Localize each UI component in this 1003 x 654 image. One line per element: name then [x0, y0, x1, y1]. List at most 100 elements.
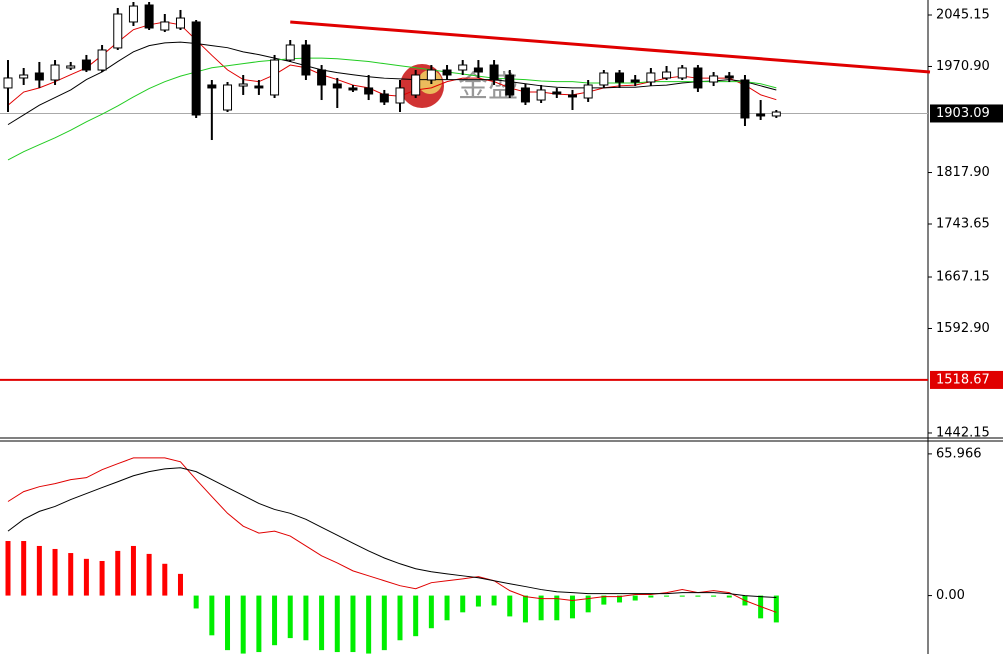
histogram-bar [256, 595, 262, 653]
candle-body [552, 91, 562, 95]
histogram-bar [679, 595, 685, 597]
histogram-bar [554, 595, 560, 621]
candle-body [348, 87, 358, 91]
candle-body [364, 87, 374, 95]
histogram-bar [334, 595, 340, 653]
histogram-bar [711, 595, 717, 597]
candle-body [144, 4, 154, 29]
logo-inner [418, 70, 442, 94]
histogram-bar [726, 595, 732, 598]
candle-body [66, 65, 76, 69]
candle-body [583, 84, 593, 99]
histogram-bar [585, 595, 591, 613]
histogram-bar [21, 541, 27, 596]
histogram-bar [5, 541, 11, 596]
candle-body [207, 84, 217, 89]
candle-body [426, 69, 436, 81]
candle-body [473, 67, 483, 73]
candle-body [756, 113, 766, 117]
candle-body [50, 64, 60, 81]
histogram-bar [397, 595, 403, 641]
histogram-bar [632, 595, 638, 601]
histogram-bar [381, 595, 387, 651]
histogram-bar [162, 563, 168, 596]
histogram-bar [522, 595, 528, 623]
histogram-bar [68, 553, 74, 596]
histogram-bar [617, 595, 623, 603]
candle-body [81, 59, 91, 71]
histogram-bar [475, 595, 481, 607]
candle-body [3, 77, 13, 89]
histogram-bar [52, 548, 58, 596]
y-tick-label: 1667.15 [936, 270, 990, 285]
histogram-bar [366, 595, 372, 654]
histogram-bar [648, 595, 654, 598]
histogram-bar [773, 595, 779, 623]
candle-body [520, 87, 530, 103]
y-tick-label: 1743.65 [936, 216, 990, 231]
candle-body [270, 59, 280, 96]
histogram-bar [319, 595, 325, 651]
level-label: 1518.67 [936, 372, 990, 387]
candle-body [34, 72, 44, 81]
candle-body [301, 44, 311, 76]
histogram-bar [350, 595, 356, 653]
line-series [7, 41, 777, 126]
y-tick-label: 65.966 [936, 446, 982, 461]
candle-body [332, 83, 342, 89]
y-tick-label: 1817.90 [936, 165, 990, 180]
candle-body [160, 21, 170, 31]
line-series [7, 467, 777, 599]
histogram-bar [664, 595, 670, 597]
candle-body [536, 89, 546, 101]
y-tick-label: 1970.90 [936, 59, 990, 74]
y-tick-label: 0.00 [936, 588, 965, 603]
histogram-bar [193, 595, 199, 609]
last-price-bg [930, 104, 1003, 123]
candle-body [317, 69, 327, 86]
candle-body [254, 85, 264, 89]
candle-body [97, 49, 107, 71]
candle-body [395, 87, 405, 104]
histogram-bar [209, 595, 215, 636]
candle-body [646, 72, 656, 83]
candle-body [771, 111, 781, 117]
histogram-bar [36, 545, 42, 596]
histogram-bar [303, 595, 309, 641]
histogram-bar [413, 595, 419, 637]
candle-body [505, 74, 515, 96]
histogram-bar [225, 595, 231, 651]
candle-body [19, 74, 29, 79]
candle-body [693, 67, 703, 89]
candle-body [677, 67, 687, 79]
histogram-bar [83, 558, 89, 596]
candle-body [238, 83, 248, 87]
histogram-bar [695, 595, 701, 597]
candle-body [615, 72, 625, 83]
histogram-bar [444, 595, 450, 621]
histogram-bar [538, 595, 544, 621]
histogram-bar [428, 595, 434, 629]
candle-body [113, 13, 123, 49]
candle-body [379, 93, 389, 103]
candle-body [630, 79, 640, 83]
histogram-bar [177, 573, 183, 596]
candle-body [458, 64, 468, 71]
candle-body [191, 21, 201, 116]
candle-body [489, 64, 499, 81]
trendline [290, 20, 931, 74]
candle-body [175, 17, 185, 29]
candle-body [285, 44, 295, 61]
candle-body [567, 94, 577, 98]
y-tick-label: 2045.15 [936, 8, 990, 23]
histogram-bar [507, 595, 513, 617]
last-price-label: 1903.09 [936, 106, 990, 121]
y-tick-label: 1592.90 [936, 321, 990, 336]
histogram-bar [99, 560, 105, 596]
candle-body [662, 71, 672, 79]
candle-body [223, 84, 233, 111]
line-series [7, 457, 777, 613]
histogram-bar [601, 595, 607, 605]
histogram-bar [287, 595, 293, 639]
